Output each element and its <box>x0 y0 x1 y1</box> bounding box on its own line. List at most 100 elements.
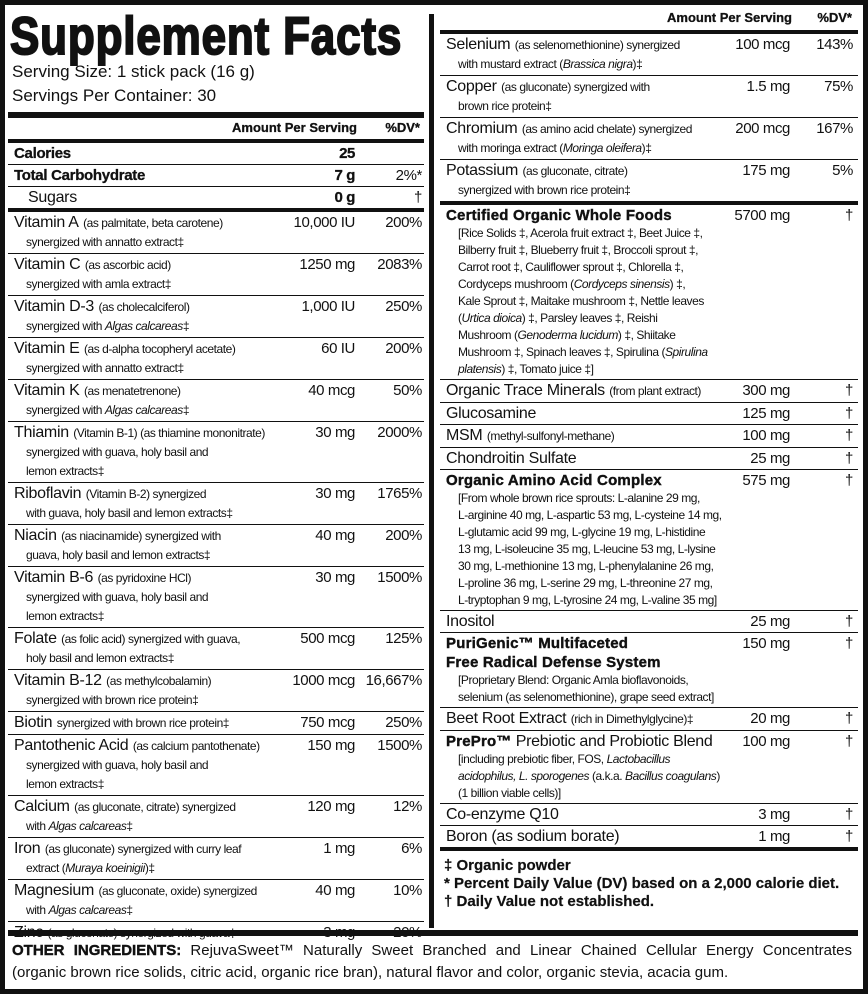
nutrient-heading: Thiamin (Vitamin B-1) (as thiamine monon… <box>14 423 424 443</box>
nutrient-detail-line: L-glutamic acid 99 mg, L-glycine 19 mg, … <box>446 524 858 541</box>
amount-per-serving: 3 mg <box>758 806 790 823</box>
nutrient-row: Calcium (as gluconate, citrate) synergiz… <box>8 796 424 838</box>
nutrient-heading: Inositol <box>446 612 858 631</box>
amount-per-serving: 30 mg <box>315 424 355 441</box>
nutrient-source: (as methylcobalamin) <box>106 674 212 688</box>
other-ingredients: OTHER INGREDIENTS: RejuvaSweet™ Naturall… <box>12 940 852 984</box>
nutrient-row: Inositol 25 mg † <box>440 611 858 633</box>
nutrient-detail-line: lemon extracts‡ <box>14 607 424 626</box>
nutrient-detail-line: (Urtica dioica) ‡, Parsley leaves ‡, Rei… <box>446 310 858 327</box>
nutrient-row: Pantothenic Acid (as calcium pantothenat… <box>8 735 424 796</box>
nutrient-detail-line: synergized with brown rice protein‡ <box>446 181 858 200</box>
column-header-right: Amount Per Serving %DV* <box>440 8 858 34</box>
nutrient-name: Organic Amino Acid Complex <box>446 472 662 489</box>
nutrient-name: Calcium <box>14 798 70 815</box>
nutrient-heading: Vitamin D-3 (as cholecalciferol) <box>14 297 424 317</box>
daily-value: 143% <box>816 36 853 53</box>
nutrient-detail-line: brown rice protein‡ <box>446 97 858 116</box>
amount-header: Amount Per Serving <box>667 10 792 25</box>
daily-value: † <box>845 613 853 630</box>
nutrient-heading: Vitamin B-6 (as pyridoxine HCl) <box>14 568 424 588</box>
nutrient-name: Vitamin C <box>14 256 81 273</box>
detail-text: guava, holy basil and lemon extracts‡ <box>26 548 211 562</box>
amount-per-serving: 30 mg <box>315 569 355 586</box>
detail-italic: Bacillus coagulans <box>625 769 717 783</box>
detail-text: lemon extracts‡ <box>26 777 104 791</box>
daily-value: 200% <box>385 527 422 544</box>
nutrient-detail-line: synergized with guava, holy basil and <box>14 588 424 607</box>
nutrient-name: Vitamin E <box>14 340 80 357</box>
footnote: † Daily Value not established. <box>444 893 655 910</box>
nutrient-name: MSM <box>446 427 483 444</box>
column-divider <box>429 14 434 928</box>
nutrient-name: Total Carbohydrate <box>14 167 146 184</box>
detail-text: ‡ <box>182 403 190 417</box>
daily-value: † <box>845 207 853 224</box>
detail-text: with <box>26 819 49 833</box>
nutrient-source: (as gluconate, oxide) synergized <box>98 884 257 898</box>
daily-value: † <box>845 828 853 845</box>
detail-text: ( <box>458 311 462 325</box>
daily-value: 125% <box>385 630 422 647</box>
nutrient-source: (methyl-sulfonyl-methane) <box>486 429 615 443</box>
amount-per-serving: 150 mg <box>307 737 355 754</box>
nutrient-heading: MSM (methyl-sulfonyl-methane) <box>446 426 858 446</box>
nutrient-heading: Sugars <box>14 188 424 207</box>
nutrient-source: (as cholecalciferol) <box>98 300 190 314</box>
nutrient-row: Selenium (as selenomethionine) synergize… <box>440 34 858 76</box>
detail-text: synergized with <box>26 403 105 417</box>
daily-value: † <box>414 189 422 206</box>
serving-size: Serving Size: 1 stick pack (16 g) <box>12 62 255 81</box>
nutrient-detail-line: lemon extracts‡ <box>14 462 424 481</box>
nutrient-row: Vitamin A (as palmitate, beta carotene) s… <box>8 212 424 254</box>
amount-per-serving: 0 g <box>334 189 355 206</box>
amount-per-serving: 100 mg <box>742 733 790 750</box>
divider-bar <box>8 930 858 936</box>
nutrient-heading: Pantothenic Acid (as calcium pantothenat… <box>14 736 424 756</box>
nutrient-row: Sugars 0 g † <box>8 187 424 212</box>
amount-per-serving: 1.5 mg <box>746 78 791 95</box>
daily-value: 1765% <box>377 485 422 502</box>
nutrient-name: Sugars <box>28 189 77 206</box>
detail-text: Carrot root ‡, Cauliflower sprout ‡, Chl… <box>458 260 684 274</box>
nutrient-row: PrePro™ Prebiotic and Probiotic Blend [in… <box>440 731 858 804</box>
daily-value: † <box>845 806 853 823</box>
nutrient-detail-line: Mushroom ‡, Spinach leaves ‡, Spirulina … <box>446 344 858 361</box>
daily-value: 250% <box>385 714 422 731</box>
nutrient-heading: Potassium (as gluconate, citrate) <box>446 161 858 181</box>
nutrient-name: Riboflavin <box>14 485 82 502</box>
daily-value: † <box>845 405 853 422</box>
detail-italic: Algas calcareas <box>104 403 183 417</box>
daily-value: 50% <box>393 382 422 399</box>
nutrient-source: (from plant extract) <box>609 384 701 398</box>
amount-per-serving: 200 mcg <box>735 120 790 137</box>
nutrient-name: Copper <box>446 78 497 95</box>
nutrient-detail-line: with guava, holy basil and lemon extract… <box>14 504 424 523</box>
nutrient-name: Magnesium <box>14 882 95 899</box>
daily-value: 1500% <box>377 737 422 754</box>
nutrient-source: (as amino acid chelate) synergized <box>521 122 693 136</box>
nutrient-detail-line: [Proprietary Blend: Organic Amla bioflav… <box>446 672 858 689</box>
nutrient-detail-line: Bilberry fruit ‡, Blueberry fruit ‡, Bro… <box>446 242 858 259</box>
nutrient-name: Iron <box>14 840 41 857</box>
detail-italic: Algas calcareas <box>48 819 127 833</box>
nutrient-name: Folate <box>14 630 57 647</box>
detail-italic: Spirulina <box>665 345 708 359</box>
nutrient-detail-line: extract (Muraya koeinigii)‡ <box>14 859 424 878</box>
nutrient-row: Vitamin B-12 (as methylcobalamin) synergi… <box>8 670 424 712</box>
nutrient-name: Vitamin A <box>14 214 79 231</box>
label-title: Supplement Facts <box>9 6 403 67</box>
daily-value: † <box>845 635 853 652</box>
amount-per-serving: 100 mg <box>742 427 790 444</box>
nutrient-source: (Vitamin B-2) synergized <box>85 487 207 501</box>
nutrient-heading: Total Carbohydrate <box>14 166 424 185</box>
detail-italic: Moringa oleifera <box>562 141 642 155</box>
nutrient-row: Glucosamine 125 mg † <box>440 403 858 425</box>
nutrient-row: Vitamin K (as menatetrenone) synergized w… <box>8 380 424 422</box>
detail-text: Mushroom ‡, Spinach leaves ‡, Spirulina … <box>458 345 665 359</box>
nutrient-name-line-2: Free Radical Defense System <box>446 654 661 671</box>
nutrient-row: Thiamin (Vitamin B-1) (as thiamine monon… <box>8 422 424 483</box>
detail-text: ) ‡, Parsley leaves ‡, Reishi <box>521 311 658 325</box>
nutrient-detail-line: Mushroom (Genoderma lucidum) ‡, Shiitake <box>446 327 858 344</box>
amount-per-serving: 5700 mg <box>734 207 790 224</box>
